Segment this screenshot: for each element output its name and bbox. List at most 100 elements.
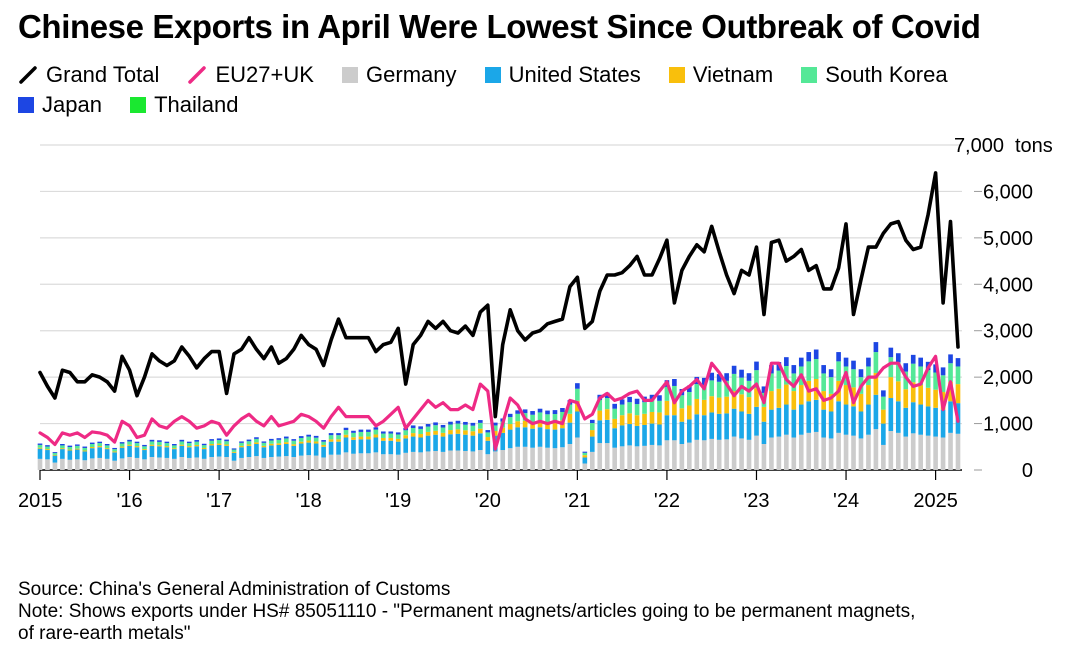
bar-segment: [261, 447, 267, 458]
bar-segment: [269, 445, 274, 457]
bar-segment: [672, 385, 677, 401]
bar-segment: [112, 447, 117, 450]
bar-segment: [806, 352, 812, 362]
bar-segment: [261, 445, 267, 448]
bar-segment: [769, 409, 774, 438]
bar-segment: [343, 434, 349, 438]
bar-segment: [866, 357, 871, 367]
bar-segment: [395, 434, 401, 439]
legend-label-thailand: Thailand: [154, 92, 239, 117]
bar-segment: [164, 441, 170, 444]
bar-segment: [940, 409, 946, 438]
bar-segment: [619, 425, 625, 447]
bar-segment: [612, 447, 617, 470]
bar-segment: [537, 408, 543, 413]
bar-segment: [843, 434, 849, 470]
bar-segment: [582, 457, 588, 464]
bar-segment: [82, 451, 88, 461]
bar-segment: [627, 402, 632, 414]
bar-segment: [716, 413, 722, 440]
bar-segment: [82, 450, 88, 452]
bar-segment: [224, 457, 229, 470]
bar-segment: [754, 388, 759, 407]
bar-segment: [149, 441, 155, 445]
bar-segment: [410, 427, 416, 434]
bar-segment: [366, 453, 371, 470]
bar-segment: [239, 441, 244, 443]
bar-segment: [746, 439, 752, 470]
bar-segment: [388, 431, 394, 434]
bar-segment: [597, 420, 603, 444]
bar-segment: [575, 388, 580, 401]
bar-segment: [246, 444, 252, 446]
bar-segment: [679, 395, 685, 409]
bar-segment: [634, 415, 640, 426]
bar-segment: [664, 415, 670, 441]
bar-segment: [366, 439, 371, 454]
bar-segment: [97, 447, 103, 458]
bar-segment: [731, 365, 737, 374]
bar-segment: [552, 410, 558, 415]
bar-segment: [224, 441, 229, 445]
bar-segment: [89, 458, 95, 470]
bar-segment: [298, 437, 304, 442]
bar-segment: [261, 441, 267, 443]
bar-segment: [395, 438, 401, 442]
bar-segment: [127, 445, 132, 457]
bar-segment: [701, 415, 707, 441]
bar-segment: [425, 451, 431, 470]
bar-segment: [709, 396, 715, 413]
bar-segment: [321, 440, 326, 442]
legend-label-united-states: United States: [508, 62, 641, 87]
bar-segment: [724, 373, 729, 381]
x-tick-label: '17: [206, 490, 232, 512]
bar-segment: [910, 402, 916, 434]
bar-segment: [851, 360, 856, 370]
bar-segment: [948, 381, 953, 402]
legend-item-united-states: United States: [484, 60, 641, 90]
bar-segment: [321, 444, 326, 447]
bar-segment: [776, 370, 782, 389]
bar-segment: [552, 422, 558, 430]
bar-segment: [142, 449, 147, 451]
bar-segment: [955, 366, 961, 385]
series-line: [38, 171, 960, 419]
bar-segment: [470, 422, 476, 426]
bar-segment: [888, 347, 894, 358]
bar-segment: [186, 457, 192, 470]
bar-segment: [776, 388, 782, 408]
bar-segment: [231, 460, 237, 470]
bar-segment: [746, 397, 752, 414]
y-tick-label: 0: [1022, 460, 1033, 482]
bar-segment: [925, 370, 931, 388]
bar-segment: [679, 421, 685, 444]
bar-segment: [791, 391, 797, 410]
legend-item-germany: Germany: [342, 60, 457, 90]
bar-segment: [306, 442, 311, 456]
bar-segment: [224, 445, 229, 457]
bar-segment: [507, 413, 513, 418]
bar-segment: [425, 426, 431, 432]
bar-segment: [739, 394, 744, 412]
bar-segment: [724, 439, 729, 470]
bar-segment: [201, 458, 207, 470]
bar-segment: [89, 444, 95, 448]
chart-title: Chinese Exports in April Were Lowest Sin…: [18, 8, 981, 45]
bar-segment: [254, 437, 259, 439]
bar-segment: [507, 424, 513, 430]
bar-segment: [537, 412, 543, 421]
germany-swatch: [342, 67, 359, 83]
bar-segment: [687, 385, 692, 392]
bar-segment: [463, 450, 468, 470]
bar-segment: [478, 420, 483, 423]
bar-segment: [418, 437, 423, 453]
bar-segment: [567, 444, 573, 470]
bar-segment: [672, 440, 677, 470]
bar-segment: [769, 373, 774, 392]
bar-segment: [52, 455, 58, 463]
bar-segment: [194, 446, 200, 458]
bar-segment: [701, 377, 707, 386]
bar-segment: [903, 436, 909, 470]
bar-segment: [298, 443, 304, 456]
bar-segment: [142, 446, 147, 450]
